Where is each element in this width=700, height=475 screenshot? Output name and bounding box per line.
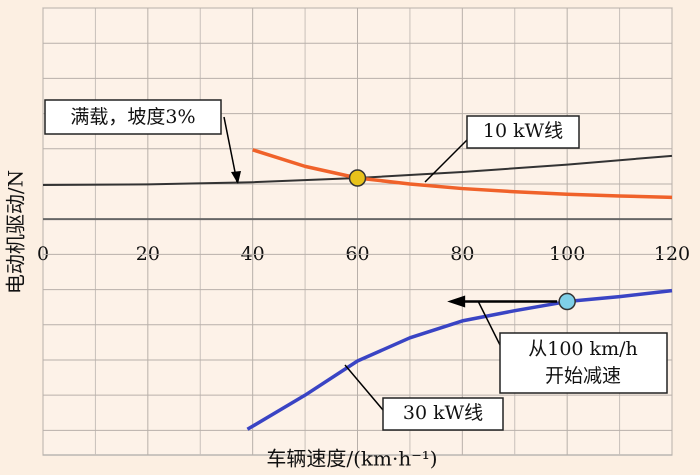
line	[246, 288, 673, 431]
10kw-box	[466, 115, 580, 149]
30kw-box	[382, 397, 504, 431]
line	[252, 148, 673, 200]
highlight-point	[348, 169, 367, 187]
x-axis-label: 车辆速度/(km·h⁻¹)	[266, 447, 437, 471]
decel-box	[499, 332, 668, 394]
annotation: 从100 km/h	[528, 338, 637, 360]
lines	[42, 148, 673, 431]
leader-line	[477, 300, 501, 346]
y-axis-label: 电动机驱动/N	[4, 170, 28, 294]
annotation: 满载，坡度3%	[70, 106, 195, 128]
full-load-box	[44, 99, 222, 135]
leader-line	[424, 139, 468, 183]
grid: 0 20 40 60 80 100 120	[37, 7, 690, 455]
arrow-head	[231, 171, 241, 184]
leader-line	[223, 116, 238, 183]
annotation: 开始减速	[545, 365, 621, 387]
leader-line	[344, 364, 384, 411]
highlight-point	[558, 292, 576, 311]
annotation: 10 kW线	[483, 120, 563, 142]
annotation: 30 kW线	[403, 402, 483, 424]
arrow-head	[447, 295, 466, 308]
